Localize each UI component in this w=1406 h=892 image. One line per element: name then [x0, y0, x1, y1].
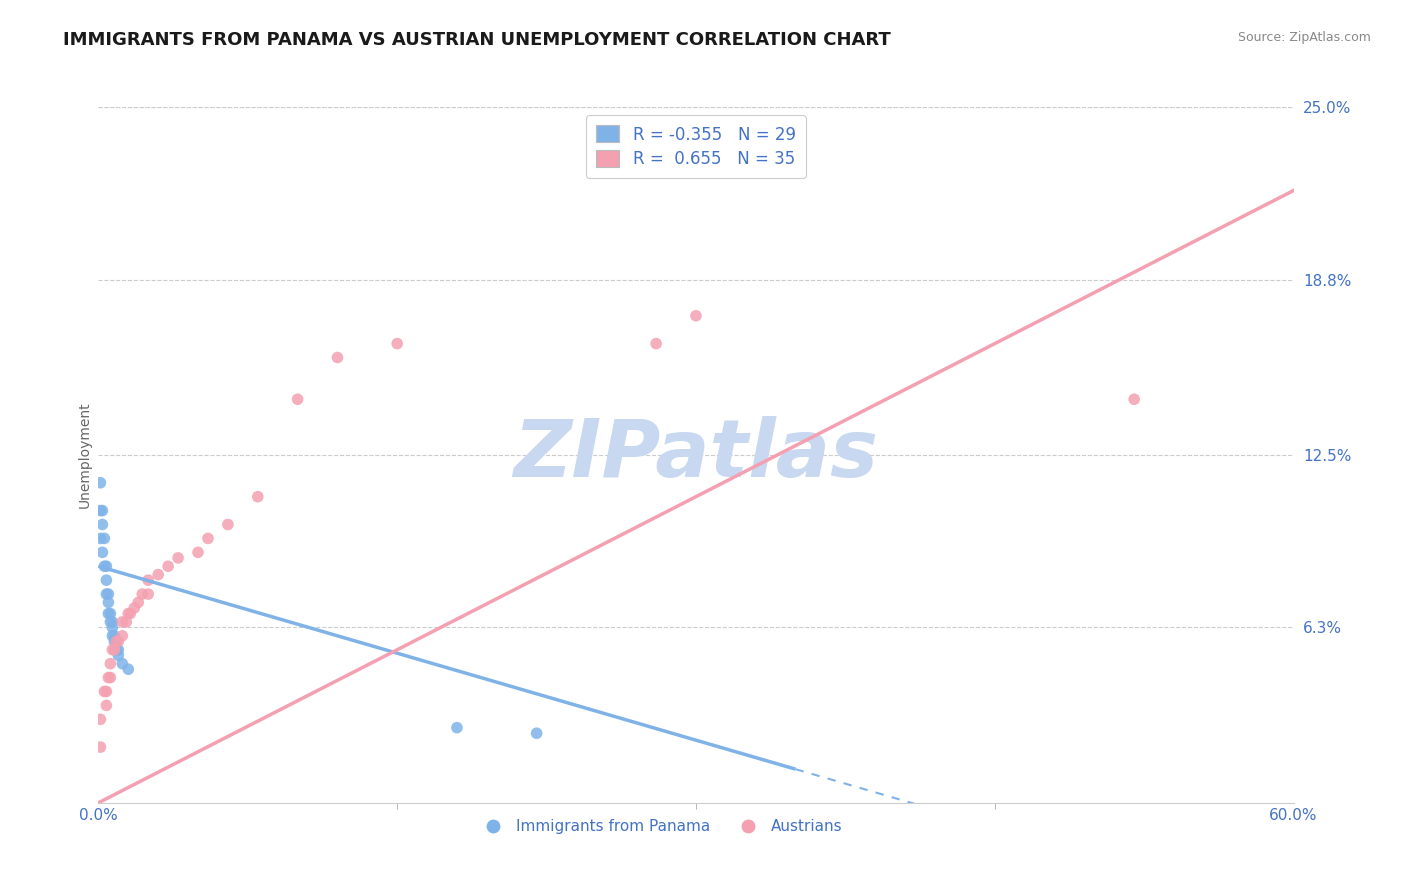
- Point: [111, 657, 134, 671]
- Point: [197, 532, 219, 546]
- Point: [120, 607, 142, 621]
- Point: [115, 615, 138, 629]
- Text: ZIPatlas: ZIPatlas: [513, 416, 879, 494]
- Point: [217, 517, 239, 532]
- Point: [98, 607, 122, 621]
- Point: [148, 567, 170, 582]
- Point: [127, 595, 149, 609]
- Point: [89, 475, 111, 490]
- Point: [187, 545, 209, 559]
- Point: [101, 629, 124, 643]
- Point: [89, 740, 111, 755]
- Point: [246, 490, 269, 504]
- Point: [526, 726, 548, 740]
- Point: [105, 642, 128, 657]
- Point: [124, 601, 146, 615]
- Point: [98, 615, 122, 629]
- Y-axis label: Unemployment: Unemployment: [77, 401, 91, 508]
- Point: [107, 634, 129, 648]
- Point: [1123, 392, 1146, 407]
- Point: [385, 336, 409, 351]
- Point: [91, 517, 114, 532]
- Point: [136, 587, 159, 601]
- Point: [131, 587, 153, 601]
- Point: [98, 671, 122, 685]
- Point: [89, 532, 111, 546]
- Point: [107, 642, 129, 657]
- Point: [326, 351, 349, 365]
- Point: [91, 545, 114, 559]
- Point: [93, 532, 115, 546]
- Point: [97, 587, 120, 601]
- Point: [111, 615, 134, 629]
- Point: [96, 698, 118, 713]
- Point: [645, 336, 668, 351]
- Point: [101, 642, 124, 657]
- Point: [89, 503, 111, 517]
- Point: [96, 573, 118, 587]
- Point: [157, 559, 180, 574]
- Point: [136, 573, 159, 587]
- Text: IMMIGRANTS FROM PANAMA VS AUSTRIAN UNEMPLOYMENT CORRELATION CHART: IMMIGRANTS FROM PANAMA VS AUSTRIAN UNEMP…: [63, 31, 891, 49]
- Point: [91, 503, 114, 517]
- Point: [105, 634, 128, 648]
- Legend: Immigrants from Panama, Austrians: Immigrants from Panama, Austrians: [471, 814, 849, 840]
- Point: [685, 309, 707, 323]
- Point: [103, 629, 125, 643]
- Text: Source: ZipAtlas.com: Source: ZipAtlas.com: [1237, 31, 1371, 45]
- Point: [287, 392, 309, 407]
- Point: [101, 620, 124, 634]
- Point: [117, 607, 139, 621]
- Point: [96, 559, 118, 574]
- Point: [93, 559, 115, 574]
- Point: [97, 607, 120, 621]
- Point: [97, 595, 120, 609]
- Point: [98, 657, 122, 671]
- Point: [101, 615, 124, 629]
- Point: [105, 634, 128, 648]
- Point: [107, 648, 129, 663]
- Point: [117, 662, 139, 676]
- Point: [96, 684, 118, 698]
- Point: [96, 587, 118, 601]
- Point: [167, 550, 190, 565]
- Point: [89, 712, 111, 726]
- Point: [93, 684, 115, 698]
- Point: [103, 634, 125, 648]
- Point: [103, 642, 125, 657]
- Point: [111, 629, 134, 643]
- Point: [97, 671, 120, 685]
- Point: [446, 721, 468, 735]
